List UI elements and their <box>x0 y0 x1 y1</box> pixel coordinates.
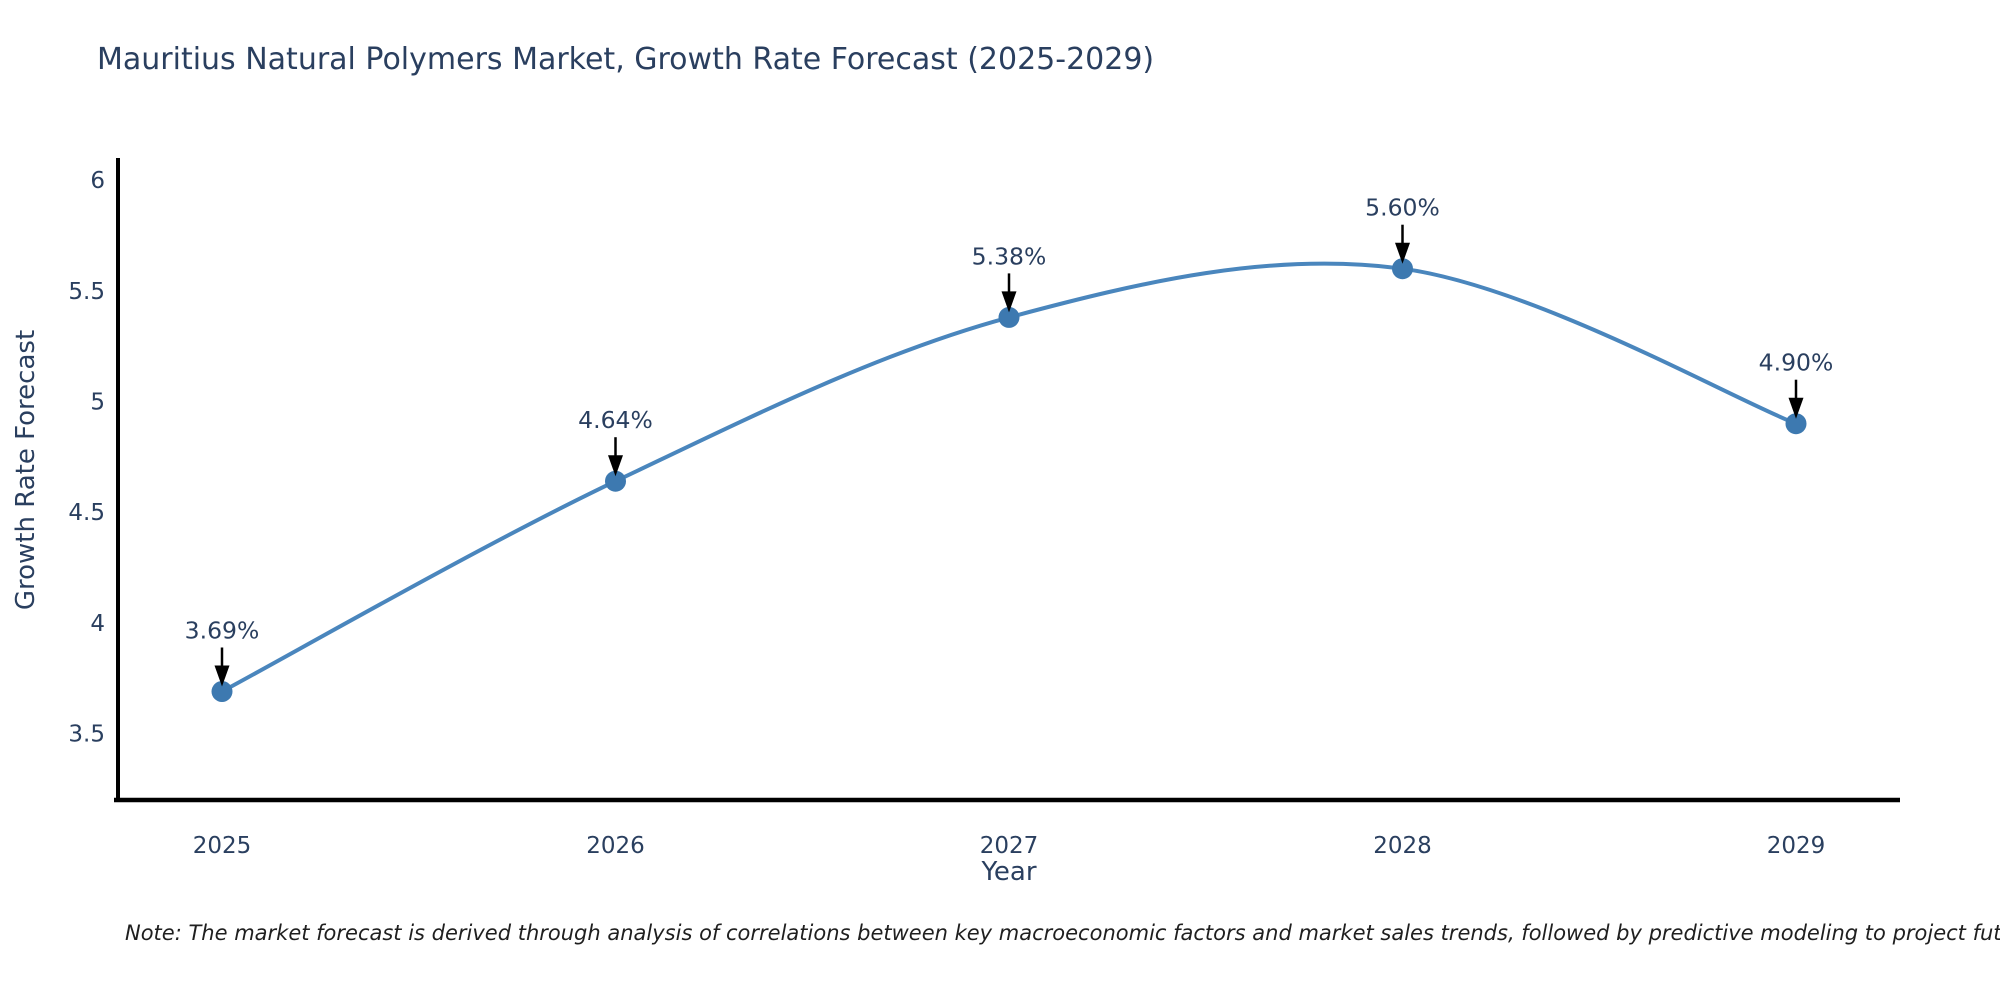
point-value-label: 5.60% <box>1365 194 1440 222</box>
x-tick-label: 2026 <box>586 833 645 859</box>
data-point-marker <box>211 681 233 702</box>
y-tick-label: 3.5 <box>68 722 105 748</box>
data-point-marker <box>998 306 1020 328</box>
x-tick-label: 2029 <box>1767 833 1826 859</box>
annotation-arrow-head <box>608 455 623 477</box>
x-axis-title: Year <box>981 857 1037 887</box>
x-tick-label: 2025 <box>193 833 252 859</box>
data-point-marker <box>1392 258 1413 280</box>
data-point-marker <box>605 470 626 492</box>
x-tick-label: 2027 <box>980 833 1039 859</box>
y-tick-label: 6 <box>90 168 105 194</box>
point-value-label: 4.64% <box>578 406 653 434</box>
annotation-arrow-head <box>214 665 230 687</box>
y-tick-label: 5 <box>90 390 105 416</box>
chart-title: Mauritius Natural Polymers Market, Growt… <box>97 42 1155 77</box>
footnote: Note: The market forecast is derived thr… <box>125 921 2000 945</box>
annotation-arrow-head <box>1395 242 1410 264</box>
annotation-arrow-head <box>1788 397 1804 419</box>
point-value-label: 5.38% <box>972 242 1047 270</box>
y-tick-label: 4 <box>90 611 105 637</box>
y-tick-label: 5.5 <box>68 279 105 305</box>
y-tick-label: 4.5 <box>68 500 105 526</box>
x-tick-label: 2028 <box>1373 833 1432 859</box>
point-value-label: 4.90% <box>1759 349 1834 377</box>
data-point-marker <box>1785 413 1807 435</box>
point-value-label: 3.69% <box>185 617 260 645</box>
annotation-arrow-head <box>1001 291 1017 313</box>
